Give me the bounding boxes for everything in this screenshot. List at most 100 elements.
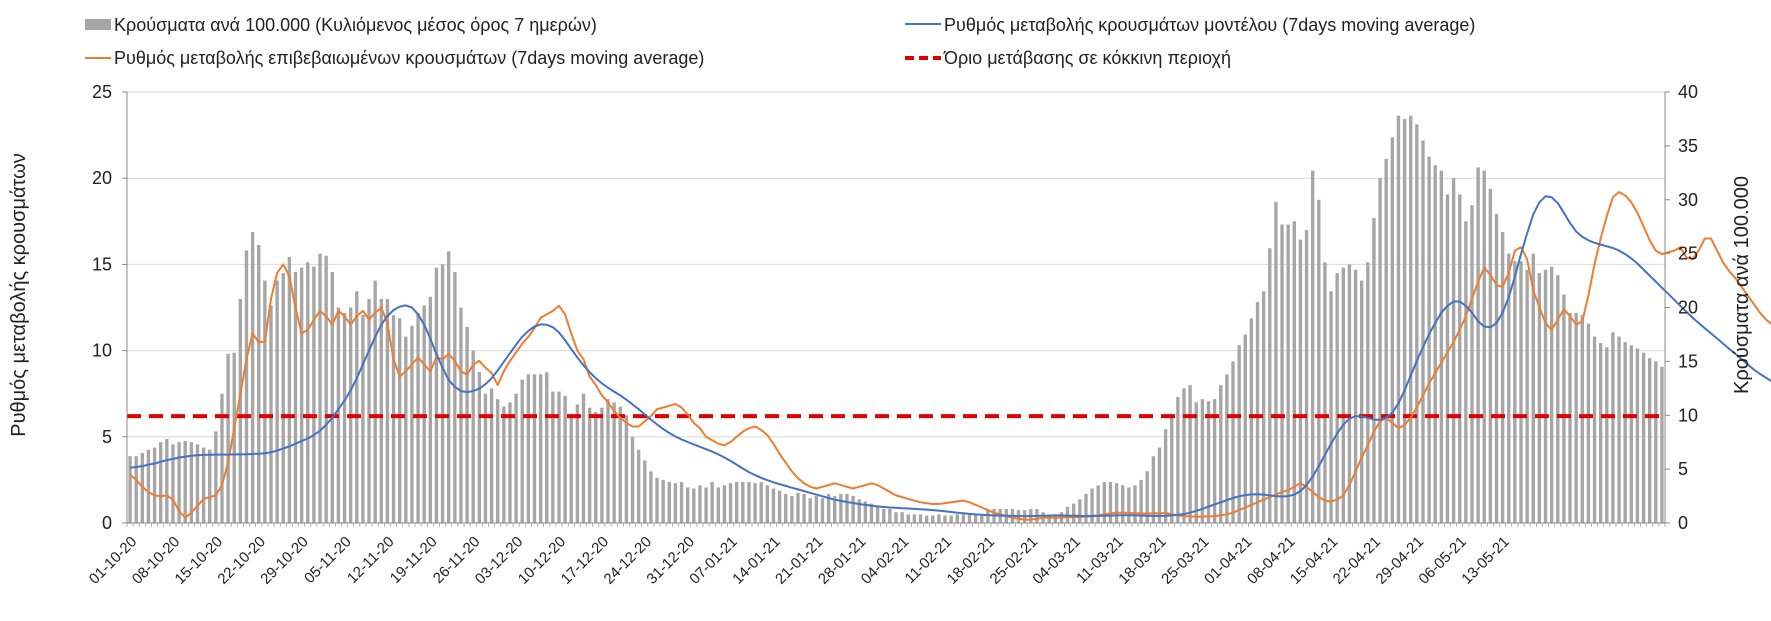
bar (1470, 205, 1474, 523)
bar (1139, 479, 1143, 523)
bar (710, 482, 714, 523)
y-left-tick-label: 25 (92, 82, 112, 102)
bar (502, 406, 506, 523)
bar (244, 250, 249, 523)
legend-label-threshold: Όριο μετάβασης σε κόκκινη περιοχή (943, 48, 1231, 68)
bar (912, 514, 917, 523)
bar (1617, 336, 1621, 523)
bar (606, 399, 610, 523)
bar (612, 402, 616, 523)
bar (1592, 336, 1597, 523)
bar (661, 479, 665, 523)
bar (434, 267, 439, 523)
bar (1372, 218, 1376, 523)
bar (967, 514, 972, 523)
bar (826, 493, 831, 523)
bar (636, 449, 641, 523)
bar (1378, 178, 1382, 523)
bar (735, 482, 739, 523)
bar (1268, 248, 1272, 524)
legend: Κρούσματα ανά 100.000 (Κυλιόμενος μέσος … (85, 15, 1475, 68)
bar (397, 318, 402, 523)
bar (1225, 374, 1229, 523)
bar (1445, 194, 1450, 524)
bar (1611, 332, 1615, 523)
bar (1488, 188, 1493, 523)
bar (624, 415, 629, 523)
bar (698, 485, 702, 523)
bar (1255, 302, 1260, 523)
bar (1341, 267, 1345, 523)
bar (1641, 352, 1646, 523)
y-right-tick-label: 15 (1678, 351, 1698, 371)
bar (1274, 201, 1278, 523)
bar (293, 271, 298, 523)
bar (391, 315, 396, 523)
bar (1421, 140, 1425, 524)
bar (1317, 199, 1321, 523)
x-tick-label: 04-03-21 (1029, 533, 1083, 587)
bar (483, 393, 488, 523)
bar (1188, 385, 1192, 523)
bar (1605, 347, 1609, 523)
bar (1170, 415, 1174, 523)
bar (747, 482, 751, 523)
bar (906, 514, 910, 523)
bar (1580, 315, 1584, 523)
bar (453, 271, 457, 523)
bar (973, 514, 978, 523)
bar (1635, 348, 1640, 523)
x-tick-label: 29-10-20 (257, 533, 311, 587)
bar (1476, 167, 1480, 523)
bar (1531, 253, 1535, 524)
bar (618, 406, 622, 523)
bar (722, 485, 727, 523)
bar (685, 487, 690, 523)
bar (1298, 239, 1303, 523)
bar (201, 447, 206, 523)
bar (471, 350, 475, 523)
bar (673, 483, 678, 523)
bar (1102, 482, 1107, 523)
bar (1629, 345, 1633, 523)
bar (538, 374, 543, 523)
bar (575, 404, 580, 523)
bar (287, 256, 292, 523)
grid-layer (127, 91, 1665, 438)
bar (839, 493, 843, 523)
bar (1464, 221, 1468, 524)
bar (771, 488, 776, 523)
bar (1415, 124, 1419, 523)
bar (765, 485, 770, 523)
bar (1549, 266, 1554, 523)
y-right-tick-label: 10 (1678, 405, 1698, 425)
bar (833, 496, 837, 523)
confirmed-rate-line (129, 191, 1771, 521)
bar (569, 415, 573, 523)
bar (1360, 280, 1364, 523)
bar (385, 298, 390, 523)
bar (1507, 253, 1511, 524)
y-left-tick-label: 0 (102, 513, 112, 533)
bar (1194, 402, 1198, 523)
bar-series-layer (128, 115, 1664, 524)
bar (814, 496, 819, 523)
bar (1384, 158, 1388, 523)
y-left-axis-title: Ρυθμός μεταβολής κρουσμάτων (8, 153, 30, 437)
bar (532, 374, 537, 523)
bar (753, 483, 757, 523)
bar (1212, 399, 1217, 523)
bar (496, 399, 500, 523)
bar (980, 514, 984, 523)
bar (655, 477, 659, 523)
y-right-tick-label: 25 (1678, 244, 1698, 264)
bar (1396, 115, 1401, 524)
bar (955, 514, 959, 523)
model-rate-line (129, 195, 1771, 518)
bar (1519, 261, 1523, 523)
bar (1292, 221, 1296, 524)
bar (447, 251, 451, 523)
bar (257, 245, 261, 523)
bar (1451, 178, 1456, 523)
